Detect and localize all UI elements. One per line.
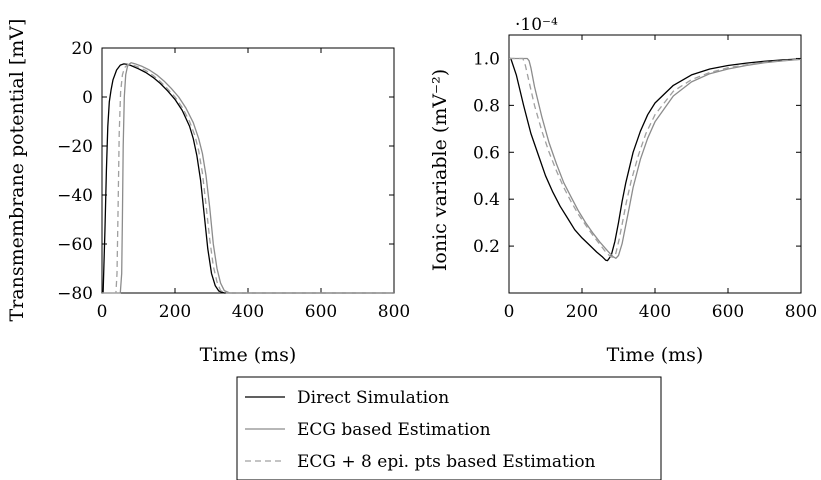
x-tick-label: 800 [378, 302, 410, 322]
series-line-0 [102, 63, 394, 294]
x-axis-label-right: Time (ms) [607, 344, 704, 366]
legend-box [236, 376, 662, 480]
y-scale-factor: ·10⁻⁴ [515, 15, 558, 35]
y-tick-label: 20 [71, 39, 93, 59]
y-tick-label: 0.4 [473, 190, 500, 210]
y-tick-label: −60 [57, 235, 93, 255]
chart-ionic-variable: 0 200 400 600 800 0.20.40.60.81.0 Time (ms) … [429, 15, 817, 366]
x-tick-label: 400 [639, 302, 671, 322]
x-axis-left: 0 200 400 600 800 [97, 48, 410, 322]
series-line-1 [102, 62, 394, 294]
x-tick-label: 600 [712, 302, 744, 322]
y-axis-label-left: Transmembrane potential [mV] [6, 19, 28, 322]
legend-label-ecg-epi: ECG + 8 epi. pts based Estimation [297, 452, 596, 472]
y-axis-left: −80 −60 −40 −20 0 20 [57, 39, 394, 304]
x-tick-label: 200 [566, 302, 598, 322]
legend-label-ecg: ECG based Estimation [297, 420, 491, 440]
series-line-2 [509, 57, 802, 258]
x-tick-label: 600 [305, 302, 337, 322]
series-group-right [509, 57, 802, 262]
y-tick-label: 1.0 [473, 49, 500, 69]
y-tick-label: 0.8 [473, 96, 500, 116]
legend-label-direct: Direct Simulation [297, 388, 449, 408]
y-axis-right: 0.2 0.4 0.6 0.8 1.0 [473, 49, 801, 257]
series-line-0 [509, 57, 802, 262]
x-axis-right: 0 200 400 600 800 [504, 35, 817, 322]
y-tick-label: 0 [82, 88, 93, 108]
series-line-1 [509, 57, 802, 259]
y-axis-label-right: Ionic variable (mV⁻²) [429, 69, 451, 271]
series-group-left [102, 62, 394, 294]
y-tick-label: 0.6 [473, 143, 500, 163]
x-tick-label: 0 [97, 302, 108, 322]
x-tick-label: 800 [785, 302, 817, 322]
y-tick-label: −40 [57, 186, 93, 206]
plot-frame-left [101, 47, 395, 294]
y-tick-label: 0.2 [473, 237, 500, 257]
x-tick-label: 400 [232, 302, 264, 322]
legend: Direct Simulation ECG based Estimation E… [236, 376, 662, 480]
y-tick-label: −80 [57, 284, 93, 304]
x-axis-label-left: Time (ms) [200, 344, 297, 366]
x-tick-label: 0 [504, 302, 515, 322]
series-line-2 [102, 63, 394, 294]
plot-frame-right [508, 34, 802, 294]
y-tick-label: −20 [57, 137, 93, 157]
x-tick-label: 200 [159, 302, 191, 322]
